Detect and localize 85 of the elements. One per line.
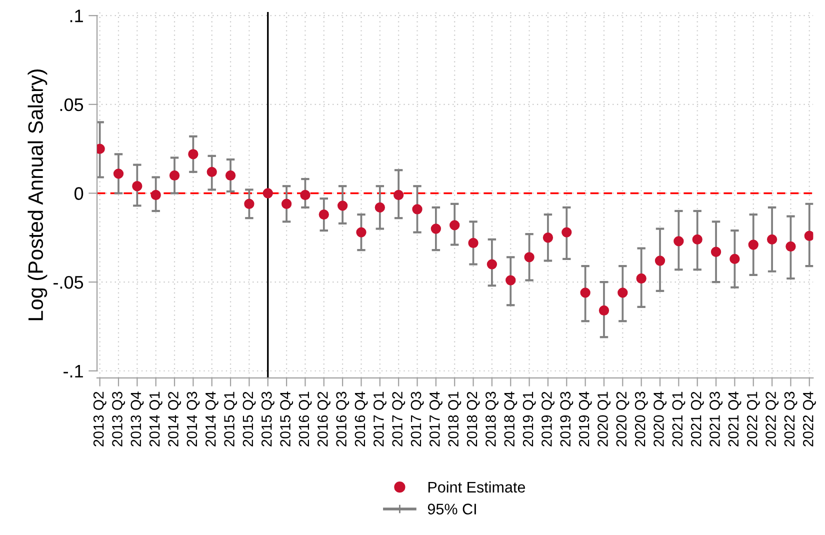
point: [542, 232, 554, 243]
x-tick-label: 2022 Q3: [784, 392, 798, 446]
x-tick-label: 2018 Q1: [448, 392, 462, 446]
x-tick-label: 2020 Q4: [654, 392, 667, 446]
x-tick-label: 2021 Q4: [728, 392, 742, 446]
point: [337, 200, 348, 211]
x-tick-label: 2013 Q4: [130, 392, 144, 446]
point: [412, 204, 422, 214]
point: [636, 273, 646, 284]
point: [430, 224, 442, 234]
x-tick-label: 2021 Q2: [690, 392, 704, 446]
x-tick-label: 2022 Q2: [766, 392, 779, 446]
x-tick-label: 2015 Q4: [280, 392, 294, 446]
x-tick-label: 2019 Q3: [560, 392, 574, 446]
x-tick-label: 2014 Q2: [168, 392, 182, 446]
x-tick-label: 2015 Q1: [224, 392, 238, 446]
point: [300, 190, 310, 200]
x-tick-label: 2015 Q3: [261, 392, 274, 446]
legend-label: Point Estimate: [428, 481, 526, 493]
point: [225, 170, 236, 181]
x-tick-label: 2017 Q3: [410, 392, 424, 446]
x-tick-label: 2017 Q1: [374, 392, 386, 446]
x-tick-label: 2013 Q2: [93, 392, 106, 446]
point: [506, 275, 516, 286]
x-tick-label: 2014 Q3: [186, 392, 200, 446]
point: [730, 254, 740, 264]
x-tick-label: 2020 Q2: [616, 392, 630, 446]
point: [206, 166, 217, 177]
y-axis-title: Log (Posted Annual Salary): [28, 69, 48, 320]
point: [356, 227, 366, 238]
x-tick-label: 2014 Q1: [149, 392, 162, 446]
x-tick-label: 2018 Q4: [504, 392, 518, 446]
point: [450, 220, 460, 230]
x-tick-label: 2020 Q1: [598, 392, 611, 446]
x-tick-label: 2015 Q2: [242, 392, 256, 446]
point: [598, 305, 610, 316]
point: [244, 198, 254, 209]
x-tick-label: 2019 Q4: [578, 392, 592, 446]
point: [468, 238, 478, 248]
x-tick-label: 2016 Q3: [336, 392, 350, 446]
point: [169, 170, 180, 181]
y-tick-label: .1: [70, 10, 83, 22]
point: [318, 209, 329, 220]
x-tick-label: 2017 Q2: [392, 392, 406, 446]
y-tick-label: -.05: [54, 276, 84, 289]
x-tick-label: 2021 Q1: [672, 392, 686, 446]
x-tick-label: 2014 Q4: [205, 392, 218, 446]
x-tick-label: 2019 Q1: [522, 392, 536, 446]
point: [394, 190, 404, 200]
x-tick-label: 2018 Q3: [486, 392, 498, 446]
point: [486, 259, 498, 270]
y-tick-label: 0: [74, 187, 84, 200]
point: [804, 230, 814, 241]
point: [786, 241, 796, 252]
x-tick-label: 2021 Q3: [710, 392, 723, 446]
x-tick-label: 2016 Q1: [298, 392, 312, 446]
point: [618, 288, 628, 298]
point: [748, 240, 758, 250]
x-tick-label: 2013 Q3: [112, 392, 126, 446]
x-tick-label: 2022 Q1: [746, 392, 760, 446]
x-tick-label: 2017 Q4: [430, 392, 442, 446]
x-tick-label: 2020 Q3: [634, 392, 648, 446]
point: [262, 188, 273, 198]
point: [766, 234, 778, 245]
point: [654, 256, 666, 266]
point: [692, 234, 702, 245]
point: [132, 181, 142, 192]
point: [150, 190, 161, 200]
x-tick-label: 2016 Q2: [317, 392, 330, 446]
x-tick-label: 2019 Q2: [542, 392, 554, 446]
point: [562, 227, 572, 238]
x-tick-label: 2022 Q4: [802, 392, 816, 446]
point: [580, 288, 590, 298]
point: [188, 149, 198, 160]
point: [113, 168, 124, 179]
point: [374, 202, 385, 213]
point: [281, 198, 292, 209]
point: [710, 246, 722, 257]
point: [524, 252, 534, 262]
legend-label: 95% CI: [428, 504, 476, 514]
x-tick-label: 2018 Q2: [466, 392, 480, 446]
x-tick-label: 2016 Q4: [354, 392, 368, 446]
point: [674, 236, 684, 246]
y-tick-label: -.1: [64, 364, 83, 378]
y-tick-label: .05: [60, 98, 84, 112]
